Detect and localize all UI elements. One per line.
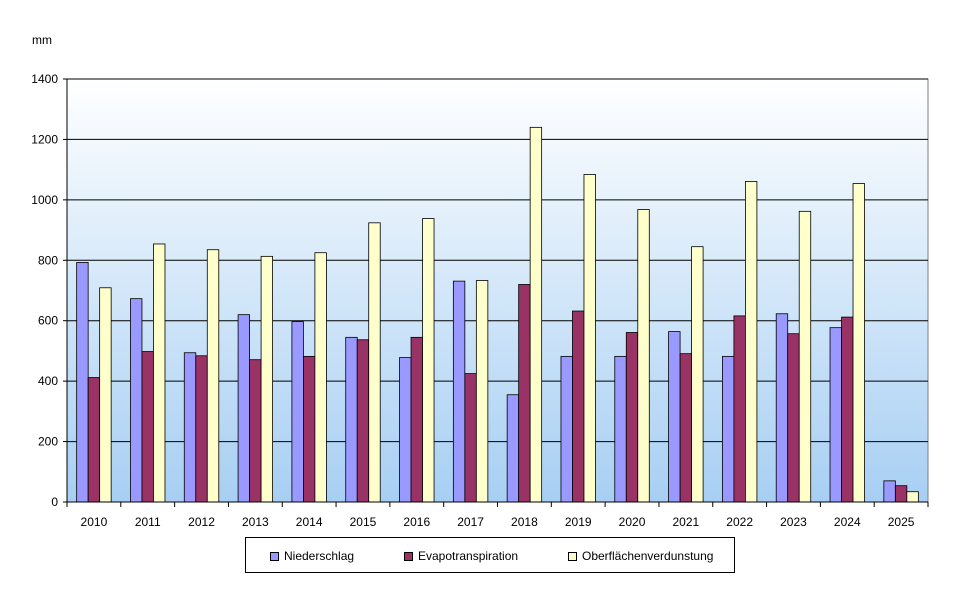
y-tick-label: 600 <box>38 314 58 328</box>
bar-oberflächenverdunstung-2017 <box>475 280 489 503</box>
x-tick-label: 2022 <box>726 515 753 529</box>
bar-evapotranspiration-2010 <box>87 377 101 503</box>
bar-oberflächenverdunstung-2011 <box>153 243 166 503</box>
x-tick-label: 2021 <box>672 515 699 529</box>
x-tick-label: 2024 <box>834 515 861 529</box>
legend-item-oberflaechenverdunstung: Oberflächenverdunstung <box>568 549 713 563</box>
bar-evapotranspiration-2025 <box>894 485 908 503</box>
legend-swatch <box>404 551 413 561</box>
bar-niederschlag-2025 <box>883 480 896 503</box>
y-tick-label: 400 <box>38 374 58 388</box>
y-tick-label: 1000 <box>31 193 58 207</box>
bar-niederschlag-2013 <box>237 314 250 503</box>
x-tick-label: 2012 <box>188 515 215 529</box>
legend-swatch <box>270 551 279 561</box>
bar-evapotranspiration-2021 <box>679 353 692 503</box>
bar-niederschlag-2023 <box>775 313 789 503</box>
y-tick-label: 1200 <box>31 132 58 146</box>
legend-item-niederschlag: Niederschlag <box>270 549 354 563</box>
x-tick-label: 2023 <box>780 515 807 529</box>
x-tick-labels: 2010 2011 2012 2013 2014 2015 2016 2017 2018 2019… <box>66 502 929 529</box>
bar-oberflächenverdunstung-2021 <box>691 246 704 503</box>
bar-evapotranspiration-2018 <box>518 284 531 503</box>
bar-niederschlag-2010 <box>76 262 89 503</box>
bar-niederschlag-2015 <box>345 336 358 503</box>
bar-niederschlag-2022 <box>722 355 735 503</box>
x-tick-label: 2011 <box>135 515 161 529</box>
legend-label: Niederschlag <box>284 549 355 563</box>
y-tick-label: 0 <box>51 495 58 509</box>
legend-item-evapotranspiration: Evapotranspiration <box>404 549 518 563</box>
bar-oberflächenverdunstung-2014 <box>314 252 327 503</box>
bar-niederschlag-2011 <box>130 298 143 503</box>
bar-niederschlag-2021 <box>668 331 681 503</box>
x-tick-label: 2017 <box>457 515 484 529</box>
bar-niederschlag-2017 <box>452 280 466 503</box>
bar-evapotranspiration-2023 <box>787 333 800 503</box>
bar-evapotranspiration-2014 <box>303 355 316 503</box>
bar-evapotranspiration-2024 <box>841 316 854 503</box>
bar-evapotranspiration-2012 <box>195 355 208 503</box>
bar-evapotranspiration-2013 <box>249 359 262 503</box>
x-tick-label: 2013 <box>242 515 269 529</box>
bar-oberflächenverdunstung-2010 <box>99 287 112 503</box>
legend: Niederschlag Evapotranspiration Oberfläc… <box>245 537 735 573</box>
bar-evapotranspiration-2015 <box>356 339 370 503</box>
bar-oberflächenverdunstung-2016 <box>422 218 435 503</box>
y-tick-label: 200 <box>38 435 58 449</box>
x-tick-label: 2010 <box>81 515 108 529</box>
legend-label: Evapotranspiration <box>418 549 519 563</box>
bar-oberflächenverdunstung-2025 <box>906 491 919 503</box>
bar-niederschlag-2024 <box>829 327 842 503</box>
bar-niederschlag-2019 <box>560 355 573 503</box>
y-unit-label: mm <box>32 33 52 47</box>
legend-swatch <box>568 551 577 561</box>
bar-niederschlag-2012 <box>183 352 197 503</box>
bar-oberflächenverdunstung-2013 <box>260 255 273 503</box>
x-tick-label: 2025 <box>888 515 915 529</box>
x-tick-label: 2015 <box>350 515 377 529</box>
bar-oberflächenverdunstung-2019 <box>583 174 596 503</box>
bar-evapotranspiration-2017 <box>464 373 477 503</box>
y-tick-label: 800 <box>38 253 58 267</box>
bar-oberflächenverdunstung-2024 <box>852 183 865 503</box>
bar-evapotranspiration-2022 <box>733 315 746 503</box>
bar-niederschlag-2016 <box>399 357 412 503</box>
x-tick-label: 2014 <box>296 515 323 529</box>
bar-oberflächenverdunstung-2023 <box>798 210 812 503</box>
bar-oberflächenverdunstung-2012 <box>206 249 220 503</box>
bar-niederschlag-2020 <box>614 355 627 503</box>
y-tick-label: 1400 <box>31 72 58 86</box>
x-tick-label: 2020 <box>619 515 646 529</box>
bar-oberflächenverdunstung-2015 <box>368 222 381 503</box>
bar-evapotranspiration-2020 <box>625 332 639 503</box>
bar-evapotranspiration-2016 <box>410 336 423 503</box>
x-tick-label: 2018 <box>511 515 538 529</box>
x-tick-label: 2016 <box>403 515 430 529</box>
bar-niederschlag-2014 <box>291 321 304 503</box>
legend-label: Oberflächenverdunstung <box>582 549 714 563</box>
y-tick-labels: 0 200 400 600 800 1000 1200 1400 <box>31 72 67 509</box>
x-tick-label: 2019 <box>565 515 592 529</box>
bar-oberflächenverdunstung-2022 <box>745 181 758 503</box>
bar-oberflächenverdunstung-2020 <box>637 209 650 503</box>
bar-evapotranspiration-2019 <box>572 310 585 503</box>
bar-evapotranspiration-2011 <box>141 351 154 503</box>
bar-niederschlag-2018 <box>506 394 520 503</box>
bar-oberflächenverdunstung-2018 <box>529 126 543 503</box>
